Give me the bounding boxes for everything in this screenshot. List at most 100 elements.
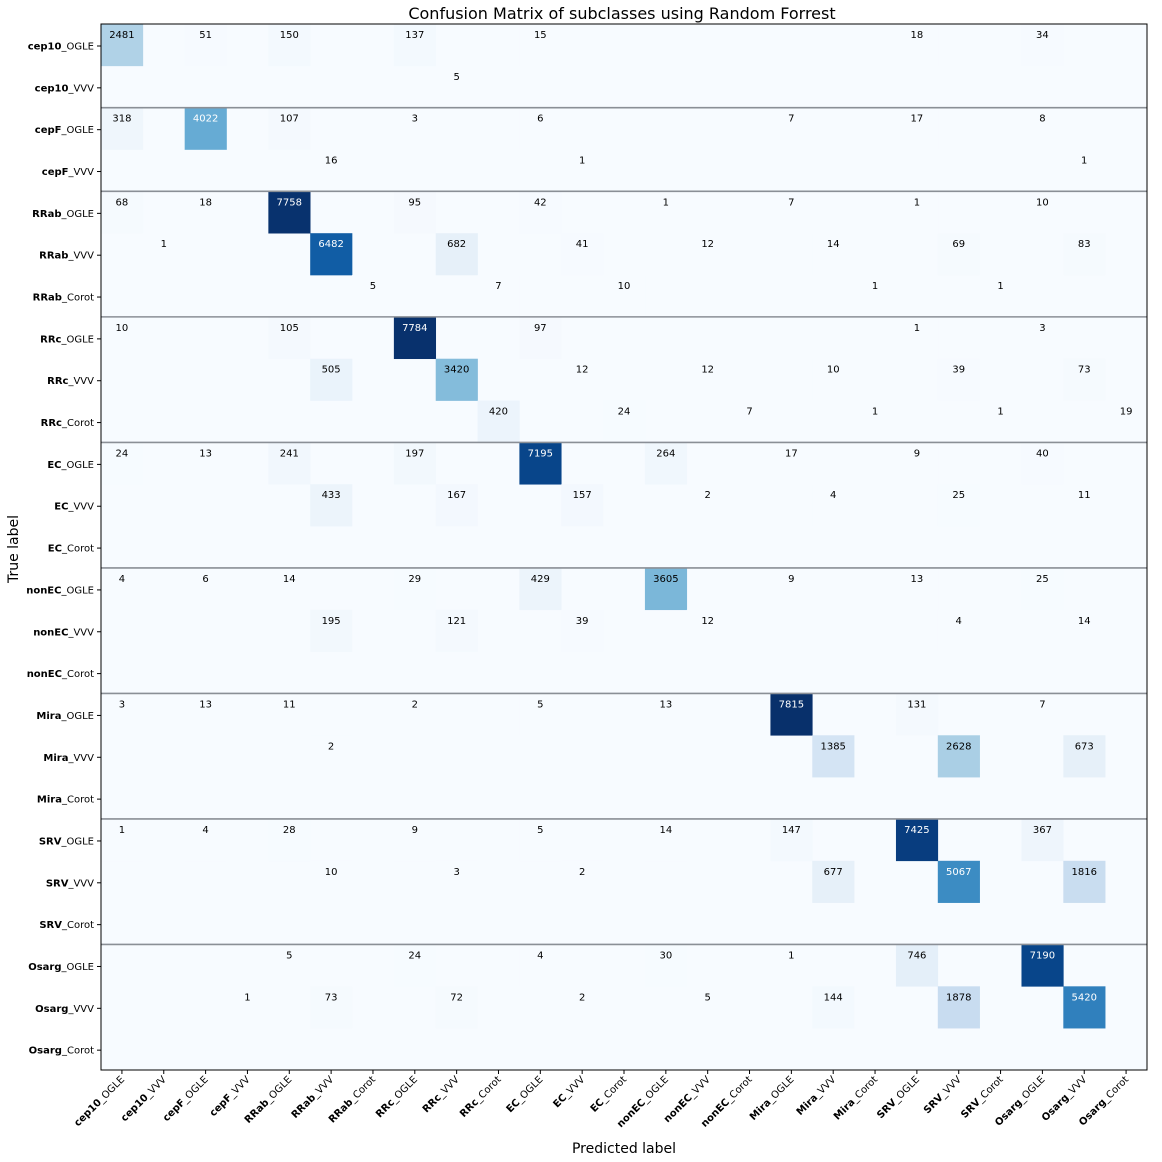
heatmap-cell (895, 567, 939, 611)
cell-value-label: 34 (1036, 30, 1049, 41)
heatmap-cell (184, 818, 227, 862)
y-tick-label: EC_Corot (48, 544, 94, 555)
cell-value-label: 2481 (109, 30, 134, 41)
x-tick-label: cep10_OGLE (72, 1074, 127, 1129)
cell-value-label: 10 (325, 867, 338, 878)
chart-title: Confusion Matrix of subclasses using Ran… (408, 4, 835, 23)
cell-value-label: 68 (116, 197, 129, 208)
cell-value-label: 4 (202, 825, 208, 836)
cell-value-label: 24 (618, 407, 631, 418)
cell-value-label: 17 (785, 448, 798, 459)
heatmap-cell (686, 609, 729, 652)
cell-value-label: 264 (656, 448, 675, 459)
heatmap-cell (770, 818, 813, 862)
heatmap-cell (435, 986, 478, 1029)
cell-value-label: 105 (280, 323, 299, 334)
heatmap-cell (770, 944, 813, 987)
y-tick-label: RRc_OGLE (40, 334, 94, 345)
heatmap-cell (310, 860, 353, 903)
cell-value-label: 3 (453, 867, 459, 878)
x-axis-title: Predicted label (572, 1141, 676, 1157)
heatmap-cell (435, 609, 478, 652)
cell-value-label: 30 (659, 950, 672, 961)
heatmap-cell (895, 24, 939, 67)
cell-value-label: 12 (701, 239, 714, 250)
heatmap-cell (477, 275, 520, 318)
cell-value-label: 1878 (946, 992, 971, 1003)
heatmap-cell (393, 944, 437, 987)
cell-value-label: 5 (286, 950, 292, 961)
heatmap-cell (1063, 609, 1106, 652)
cell-value-label: 157 (573, 490, 592, 501)
cell-value-label: 4 (956, 616, 962, 627)
cell-value-label: 5067 (946, 867, 971, 878)
heatmap-cell (854, 275, 897, 318)
cell-value-label: 7758 (277, 197, 302, 208)
cell-value-label: 2628 (946, 741, 971, 752)
cell-value-label: 195 (322, 616, 341, 627)
cell-value-label: 144 (824, 992, 843, 1003)
cell-value-label: 7190 (1030, 950, 1055, 961)
cell-value-label: 2 (579, 992, 585, 1003)
heatmap-cell (854, 400, 897, 443)
x-tick-label: Mira_VVV (795, 1074, 839, 1118)
heatmap-cell (310, 986, 353, 1029)
heatmap-cell (644, 818, 688, 862)
cell-value-label: 7 (788, 114, 794, 125)
cell-value-label: 9 (914, 448, 920, 459)
heatmap-cell (937, 735, 980, 778)
heatmap-cell (184, 693, 227, 736)
heatmap-cell (812, 860, 855, 903)
cell-value-label: 11 (283, 699, 296, 710)
heatmap-cell (561, 609, 604, 652)
cell-value-label: 3 (119, 699, 125, 710)
heatmap-cell (393, 107, 437, 150)
heatmap-cell (1021, 944, 1064, 987)
cell-value-label: 4 (119, 574, 125, 585)
heatmap-cell (812, 735, 855, 778)
heatmap-cell (1021, 442, 1064, 485)
cell-value-label: 7195 (528, 448, 553, 459)
cell-value-label: 137 (405, 30, 424, 41)
cell-value-label: 14 (1078, 616, 1091, 627)
cell-value-label: 682 (447, 239, 466, 250)
cell-value-label: 10 (827, 365, 840, 376)
heatmap-cell (477, 400, 520, 443)
heatmap-cell (519, 567, 562, 611)
cell-value-label: 121 (447, 616, 466, 627)
x-tick-labels: cep10_OGLEcep10_VVVcepF_OGLEcepF_VVVRRab… (72, 1070, 1131, 1130)
heatmap-cell (895, 944, 939, 987)
cell-value-label: 11 (1078, 490, 1091, 501)
cell-value-label: 8 (1039, 114, 1045, 125)
group-separators (101, 106, 1147, 946)
cell-value-label: 1 (579, 156, 585, 167)
heatmap-cell (937, 358, 980, 401)
heatmap-cell (101, 24, 144, 67)
heatmap-cell (101, 567, 144, 611)
cell-value-label: 367 (1033, 825, 1052, 836)
y-tick-label: RRab_OGLE (32, 209, 94, 220)
cell-value-label: 1 (872, 407, 878, 418)
heatmap-cell (268, 316, 311, 360)
cell-value-label: 5 (370, 281, 376, 292)
heatmap-cell (101, 442, 144, 485)
cell-value-label: 28 (283, 825, 296, 836)
x-tick-label: SRV_VVV (922, 1074, 964, 1116)
heatmap-cell (1021, 316, 1064, 360)
heatmap-cell (519, 442, 562, 485)
heatmap-cell (435, 484, 478, 527)
heatmap-cell (812, 358, 855, 401)
heatmap-cell (644, 442, 688, 485)
heatmap-cell (561, 860, 604, 903)
heatmap-cell (142, 233, 185, 276)
cell-value-label: 73 (1078, 365, 1091, 376)
x-tick-label: EC_Corot (589, 1074, 630, 1115)
y-tick-label: cep10_VVV (35, 83, 94, 94)
heatmap-cell (393, 24, 437, 67)
heatmap-cell (101, 191, 144, 234)
heatmap-cell (1063, 860, 1106, 903)
cell-value-label: 25 (1036, 574, 1049, 585)
x-tick-label: Mira_Corot (832, 1074, 880, 1122)
x-tick-label: Mira_OGLE (748, 1074, 796, 1122)
